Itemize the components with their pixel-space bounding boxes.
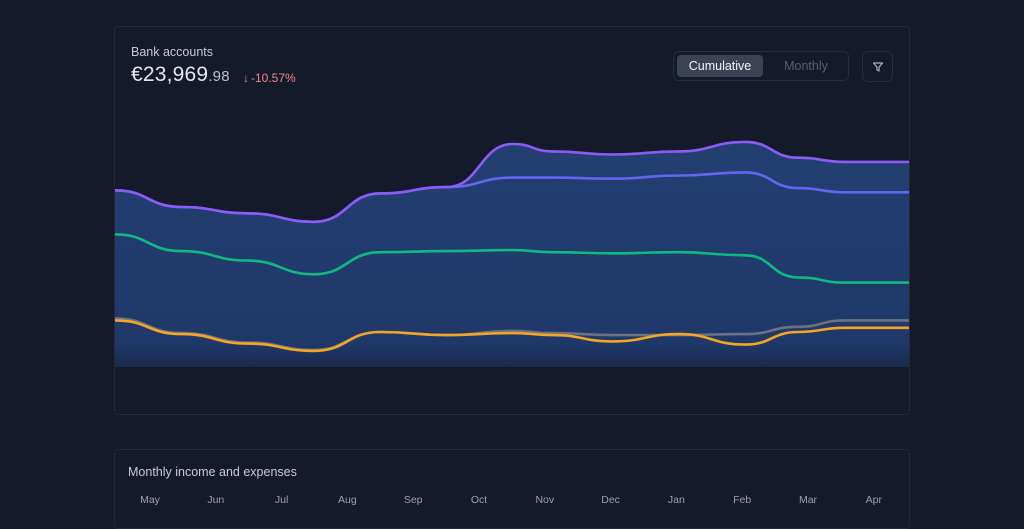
chart-bottom-fade [115, 367, 909, 414]
monthly-income-expenses-card: Monthly income and expenses May Jun Jul Aug… [114, 449, 910, 529]
month-label: Mar [798, 494, 818, 506]
month-axis: May Jun Jul Aug Sep Oct Nov Dec Jan Feb Mar Apr [115, 494, 909, 510]
month-label: Dec [601, 494, 620, 506]
series-line-orange [115, 319, 909, 353]
card-title: Bank accounts [131, 45, 213, 59]
change-percentage: ↓ -10.57% [243, 71, 296, 85]
month-label: Jan [667, 494, 685, 506]
arrow-down-icon: ↓ [243, 71, 249, 85]
cumulative-tab[interactable]: Cumulative [677, 55, 763, 77]
area-fill [115, 141, 909, 387]
total-amount: €23,969.98 [131, 63, 230, 87]
monthly-tab[interactable]: Monthly [784, 59, 828, 73]
month-label: Apr [865, 494, 882, 506]
month-label: Aug [338, 494, 357, 506]
amount-cents: .98 [208, 68, 230, 85]
series-lines [115, 140, 909, 353]
amount-main: €23,969 [131, 63, 209, 86]
change-value: -10.57% [251, 71, 296, 85]
month-label: May [140, 494, 160, 506]
month-label: Sep [403, 494, 423, 506]
view-toggle: Cumulative Monthly [673, 51, 849, 81]
month-label: Feb [733, 494, 752, 506]
series-line-purple [115, 140, 909, 224]
month-label: Nov [535, 494, 555, 506]
filter-icon [872, 62, 884, 72]
month-label: Jun [207, 494, 225, 506]
series-line-green [115, 233, 909, 284]
month-label: Jul [274, 494, 289, 506]
month-label: Oct [470, 494, 488, 506]
filter-button[interactable] [862, 51, 893, 82]
card-title: Monthly income and expenses [128, 465, 297, 479]
bank-accounts-card: Bank accounts €23,969.98 ↓ -10.57% Cumula… [114, 26, 910, 415]
bank-accounts-area-chart [115, 140, 909, 414]
